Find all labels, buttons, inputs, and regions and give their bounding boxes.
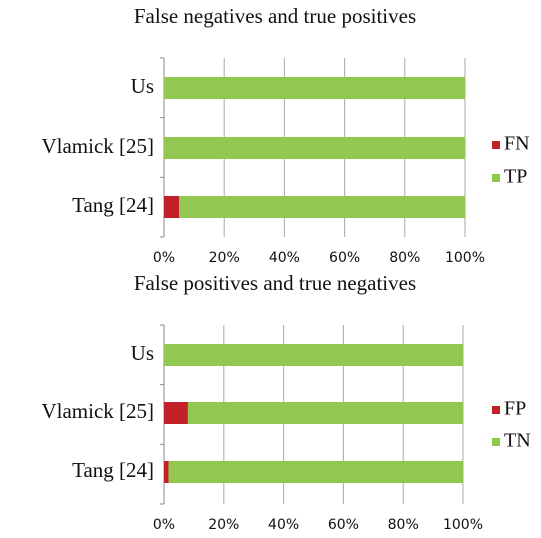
legend-swatch	[492, 141, 500, 149]
x-tick-label: 0%	[153, 250, 175, 266]
x-tick-label: 100%	[443, 517, 483, 533]
x-tick-label: 20%	[208, 517, 239, 533]
category-label: Us	[131, 341, 154, 365]
category-label: Vlamick [25]	[41, 134, 154, 158]
legend-swatch	[492, 438, 500, 446]
bar-segment	[187, 402, 464, 424]
legend-label: TN	[504, 430, 531, 452]
x-tick-label: 100%	[445, 250, 485, 266]
chart-title: False negatives and true positives	[134, 4, 416, 28]
bar-segment	[164, 461, 169, 483]
legend-label: TP	[504, 166, 527, 188]
category-label: Tang [24]	[72, 193, 154, 217]
x-tick-label: 60%	[329, 250, 360, 266]
bar-segment	[164, 77, 465, 99]
x-tick-label: 40%	[269, 250, 300, 266]
x-tick-label: 40%	[268, 517, 299, 533]
bar-segment	[164, 196, 180, 218]
x-tick-label: 60%	[328, 517, 359, 533]
bar-segment	[168, 461, 464, 483]
legend-swatch	[492, 174, 500, 182]
category-label: Us	[131, 74, 154, 98]
category-label: Tang [24]	[72, 458, 154, 482]
x-tick-label: 80%	[388, 517, 419, 533]
chart-title: False positives and true negatives	[134, 271, 416, 295]
legend-label: FN	[504, 133, 530, 155]
legend-label: FP	[504, 398, 526, 420]
bar-segment	[164, 402, 188, 424]
bar-segment	[179, 196, 466, 218]
bar-segment	[164, 344, 463, 366]
bar-segment	[164, 137, 465, 159]
x-tick-label: 80%	[389, 250, 420, 266]
legend-swatch	[492, 406, 500, 414]
category-label: Vlamick [25]	[41, 399, 154, 423]
x-tick-label: 20%	[209, 250, 240, 266]
x-tick-label: 0%	[153, 517, 175, 533]
